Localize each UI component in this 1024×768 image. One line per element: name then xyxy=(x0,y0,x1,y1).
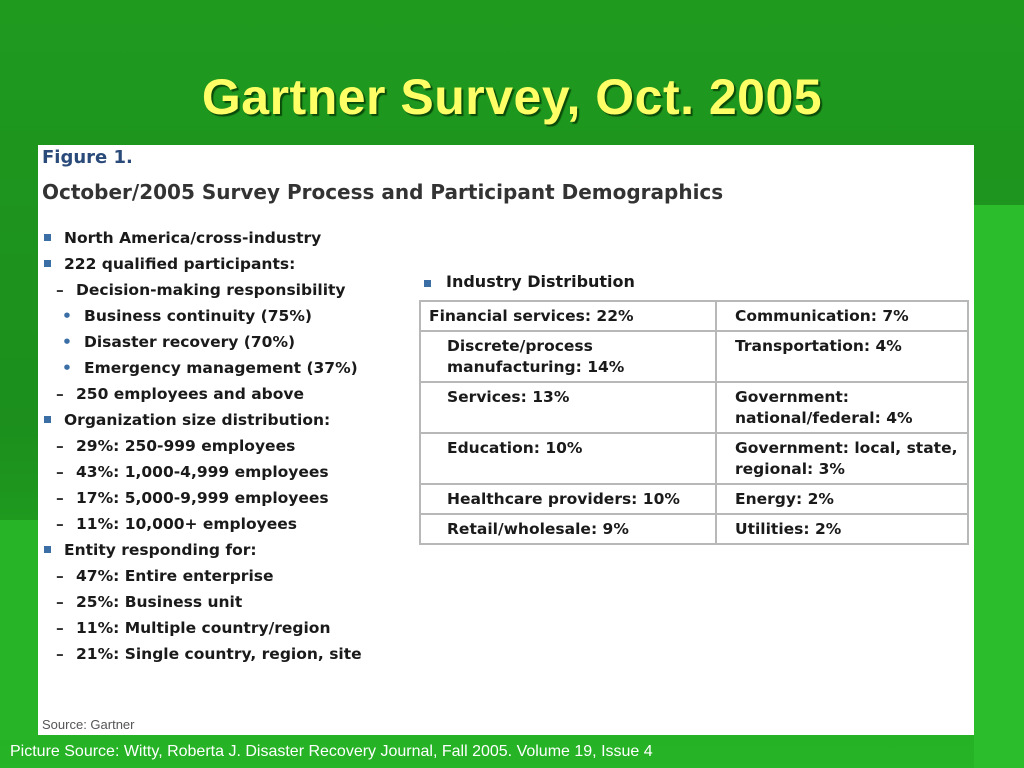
table-cell: Government: local, state, regional: 3% xyxy=(715,432,969,485)
list-item: • Emergency management (37%) xyxy=(38,355,418,381)
table-row: Discrete/process manufacturing: 14% Tran… xyxy=(419,330,969,383)
figure-title: October/2005 Survey Process and Particip… xyxy=(42,180,724,204)
demographics-list: North America/cross-industry 222 qualifi… xyxy=(38,225,418,667)
table-row: Retail/wholesale: 9% Utilities: 2% xyxy=(419,513,969,545)
list-item: 222 qualified participants: xyxy=(38,251,418,277)
dash-bullet-icon: – xyxy=(56,281,64,299)
list-item: –29%: 250-999 employees xyxy=(38,433,418,459)
list-item: • Business continuity (75%) xyxy=(38,303,418,329)
table-cell: Financial services: 22% xyxy=(419,300,717,332)
background-accent-right xyxy=(974,205,1024,768)
square-bullet-icon xyxy=(44,416,51,423)
list-item: – Decision-making responsibility xyxy=(38,277,418,303)
table-cell: Education: 10% xyxy=(419,432,717,485)
dash-bullet-icon: – xyxy=(56,463,64,481)
list-item: –250 employees and above xyxy=(38,381,418,407)
dot-bullet-icon: • xyxy=(62,307,72,325)
table-cell: Communication: 7% xyxy=(715,300,969,332)
table-row: Education: 10% Government: local, state,… xyxy=(419,432,969,485)
square-bullet-icon xyxy=(424,280,431,287)
list-item: –17%: 5,000-9,999 employees xyxy=(38,485,418,511)
dash-bullet-icon: – xyxy=(56,489,64,507)
industry-distribution-table: Financial services: 22% Communication: 7… xyxy=(419,300,969,545)
table-cell: Transportation: 4% xyxy=(715,330,969,383)
square-bullet-icon xyxy=(44,260,51,267)
picture-source-caption: Picture Source: Witty, Roberta J. Disast… xyxy=(10,743,653,760)
list-item: North America/cross-industry xyxy=(38,225,418,251)
table-cell: Utilities: 2% xyxy=(715,513,969,545)
list-item: Organization size distribution: xyxy=(38,407,418,433)
list-item: –11%: 10,000+ employees xyxy=(38,511,418,537)
square-bullet-icon xyxy=(44,546,51,553)
table-row: Healthcare providers: 10% Energy: 2% xyxy=(419,483,969,515)
list-item: –11%: Multiple country/region xyxy=(38,615,418,641)
table-cell: Discrete/process manufacturing: 14% xyxy=(419,330,717,383)
square-bullet-icon xyxy=(44,234,51,241)
dot-bullet-icon: • xyxy=(62,359,72,377)
table-cell: Services: 13% xyxy=(419,381,717,434)
table-row: Services: 13% Government: national/feder… xyxy=(419,381,969,434)
dash-bullet-icon: – xyxy=(56,567,64,585)
dash-bullet-icon: – xyxy=(56,619,64,637)
table-cell: Energy: 2% xyxy=(715,483,969,515)
background-accent-left xyxy=(0,520,38,740)
list-item: –21%: Single country, region, site xyxy=(38,641,418,667)
industry-table-heading: Industry Distribution xyxy=(424,272,635,291)
dash-bullet-icon: – xyxy=(56,593,64,611)
table-cell: Government: national/federal: 4% xyxy=(715,381,969,434)
table-cell: Healthcare providers: 10% xyxy=(419,483,717,515)
dash-bullet-icon: – xyxy=(56,437,64,455)
dash-bullet-icon: – xyxy=(56,645,64,663)
dash-bullet-icon: – xyxy=(56,385,64,403)
table-cell: Retail/wholesale: 9% xyxy=(419,513,717,545)
figure-image: Figure 1. October/2005 Survey Process an… xyxy=(38,145,974,735)
list-item: • Disaster recovery (70%) xyxy=(38,329,418,355)
list-item: –43%: 1,000-4,999 employees xyxy=(38,459,418,485)
list-item: –25%: Business unit xyxy=(38,589,418,615)
table-row: Financial services: 22% Communication: 7… xyxy=(419,300,969,332)
dash-bullet-icon: – xyxy=(56,515,64,533)
list-item: Entity responding for: xyxy=(38,537,418,563)
list-item: –47%: Entire enterprise xyxy=(38,563,418,589)
figure-source: Source: Gartner xyxy=(42,717,135,732)
dot-bullet-icon: • xyxy=(62,333,72,351)
slide-title: Gartner Survey, Oct. 2005 xyxy=(201,69,823,125)
figure-label: Figure 1. xyxy=(42,147,133,168)
